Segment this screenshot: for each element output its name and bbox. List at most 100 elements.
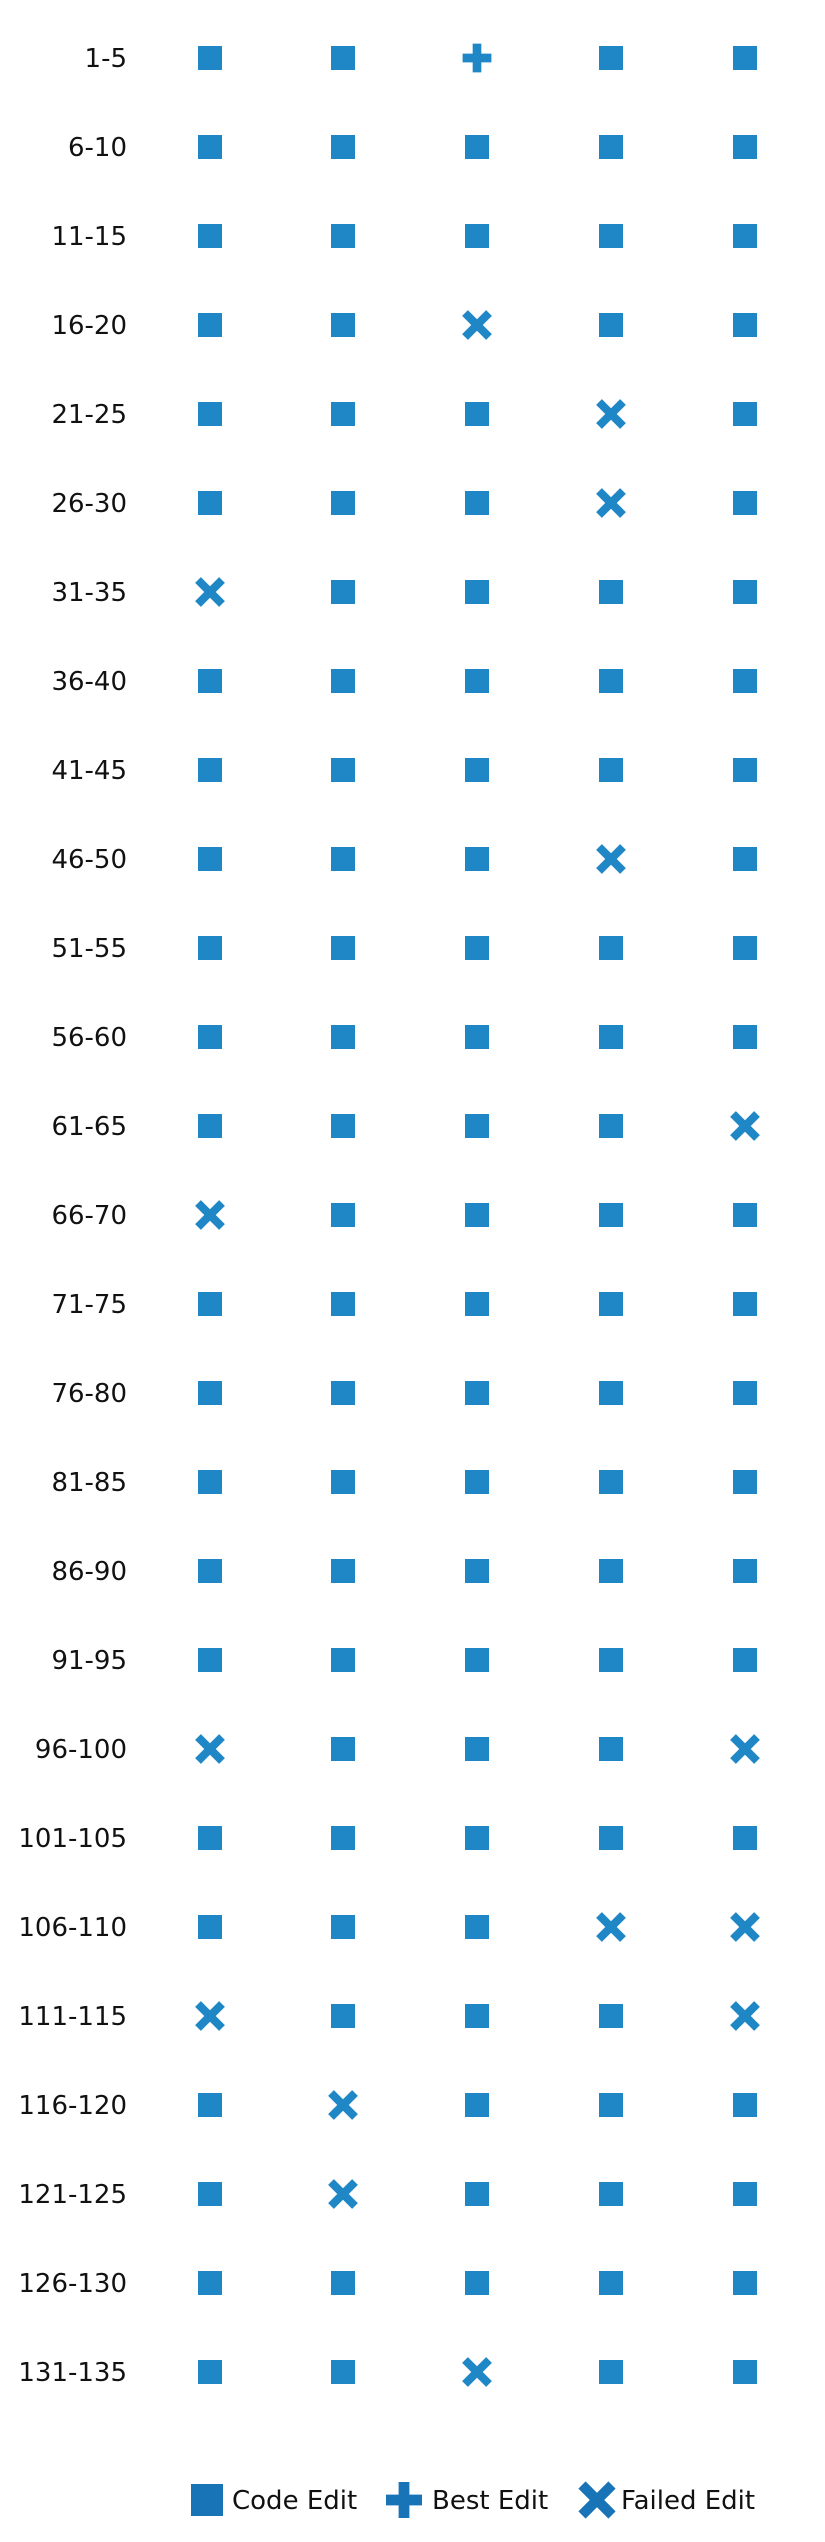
chart-rows: 1-5 6-10 11-15 16-20 21-25 26-30 31-35 36-40 41-… (18, 44, 757, 2388)
failed-edit-marker (331, 2093, 355, 2117)
code-edit-marker (465, 2271, 489, 2295)
code-edit-marker (198, 1648, 222, 1672)
legend-item-best: Best Edit (386, 2482, 548, 2518)
row-tick-label: 26-30 (51, 489, 127, 519)
row-tick-label: 96-100 (35, 1735, 127, 1765)
code-edit-marker (465, 1559, 489, 1583)
code-edit-marker (198, 1025, 222, 1049)
code-edit-marker (198, 847, 222, 871)
chart-row: 51-55 (51, 934, 757, 964)
legend-label: Code Edit (232, 2486, 357, 2516)
code-edit-marker (599, 1381, 623, 1405)
code-edit-marker (733, 2093, 757, 2117)
code-edit-marker (465, 1203, 489, 1227)
chart-row: 71-75 (51, 1290, 757, 1320)
code-edit-marker (198, 491, 222, 515)
code-edit-marker (599, 2093, 623, 2117)
chart-row: 116-120 (18, 2091, 757, 2121)
failed-edit-marker (733, 2004, 757, 2028)
code-edit-marker (331, 402, 355, 426)
chart-legend: Code Edit Best Edit Failed Edit (191, 2482, 755, 2518)
legend-item-failed: Failed Edit (582, 2485, 755, 2516)
code-edit-marker (331, 936, 355, 960)
code-edit-marker (198, 46, 222, 70)
failed-edit-marker (733, 1915, 757, 1939)
code-edit-marker (465, 580, 489, 604)
row-tick-label: 126-130 (18, 2269, 127, 2299)
chart-row: 1-5 (85, 44, 757, 74)
code-edit-marker (331, 2360, 355, 2384)
code-edit-marker (331, 2004, 355, 2028)
chart-row: 46-50 (51, 845, 757, 875)
code-edit-marker (465, 669, 489, 693)
code-edit-marker (465, 1025, 489, 1049)
code-edit-marker (599, 313, 623, 337)
row-tick-label: 91-95 (51, 1646, 127, 1676)
code-edit-marker (465, 224, 489, 248)
chart-row: 126-130 (18, 2269, 757, 2299)
row-tick-label: 1-5 (85, 44, 127, 74)
code-edit-marker (599, 1114, 623, 1138)
chart-row: 66-70 (51, 1201, 757, 1231)
chart-row: 11-15 (51, 222, 757, 252)
code-edit-marker (198, 1915, 222, 1939)
code-edit-marker (733, 758, 757, 782)
code-edit-marker (198, 402, 222, 426)
chart-row: 61-65 (51, 1112, 757, 1142)
code-edit-marker (733, 669, 757, 693)
code-edit-marker (465, 2182, 489, 2206)
code-edit-marker (599, 580, 623, 604)
code-edit-marker (465, 1648, 489, 1672)
chart-row: 111-115 (18, 2002, 757, 2032)
code-edit-marker (331, 1292, 355, 1316)
code-edit-marker (331, 2271, 355, 2295)
code-edit-marker (198, 2360, 222, 2384)
code-edit-marker (198, 135, 222, 159)
failed-edit-legend-marker (582, 2485, 612, 2515)
row-tick-label: 51-55 (51, 934, 127, 964)
row-tick-label: 61-65 (51, 1112, 127, 1142)
code-edit-marker (198, 2093, 222, 2117)
code-edit-marker (599, 936, 623, 960)
code-edit-marker (331, 1737, 355, 1761)
code-edit-marker (599, 2360, 623, 2384)
chart-row: 31-35 (51, 578, 757, 608)
chart-row: 21-25 (51, 400, 757, 430)
code-edit-marker (198, 669, 222, 693)
code-edit-marker (733, 135, 757, 159)
code-edit-marker (198, 1470, 222, 1494)
code-edit-marker (465, 1737, 489, 1761)
code-edit-marker (331, 847, 355, 871)
code-edit-marker (331, 1915, 355, 1939)
code-edit-marker (465, 1114, 489, 1138)
code-edit-marker (331, 1559, 355, 1583)
failed-edit-marker (599, 491, 623, 515)
code-edit-marker (733, 1292, 757, 1316)
row-tick-label: 6-10 (68, 133, 127, 163)
code-edit-marker (733, 1826, 757, 1850)
chart-row: 41-45 (51, 756, 757, 786)
code-edit-marker (733, 2182, 757, 2206)
code-edit-marker (331, 1648, 355, 1672)
code-edit-marker (599, 135, 623, 159)
row-tick-label: 81-85 (51, 1468, 127, 1498)
code-edit-marker (733, 224, 757, 248)
row-tick-label: 86-90 (51, 1557, 127, 1587)
row-tick-label: 16-20 (51, 311, 127, 341)
code-edit-marker (465, 2093, 489, 2117)
failed-edit-marker (198, 580, 222, 604)
code-edit-marker (599, 1737, 623, 1761)
chart-row: 96-100 (35, 1735, 757, 1765)
code-edit-marker (465, 1381, 489, 1405)
row-tick-label: 101-105 (18, 1824, 127, 1854)
code-edit-marker (465, 847, 489, 871)
failed-edit-marker (198, 2004, 222, 2028)
row-tick-label: 21-25 (51, 400, 127, 430)
row-tick-label: 46-50 (51, 845, 127, 875)
failed-edit-marker (599, 402, 623, 426)
code-edit-marker (733, 46, 757, 70)
failed-edit-marker (198, 1203, 222, 1227)
code-edit-marker (733, 1381, 757, 1405)
code-edit-marker (198, 2271, 222, 2295)
legend-label: Failed Edit (621, 2486, 755, 2516)
